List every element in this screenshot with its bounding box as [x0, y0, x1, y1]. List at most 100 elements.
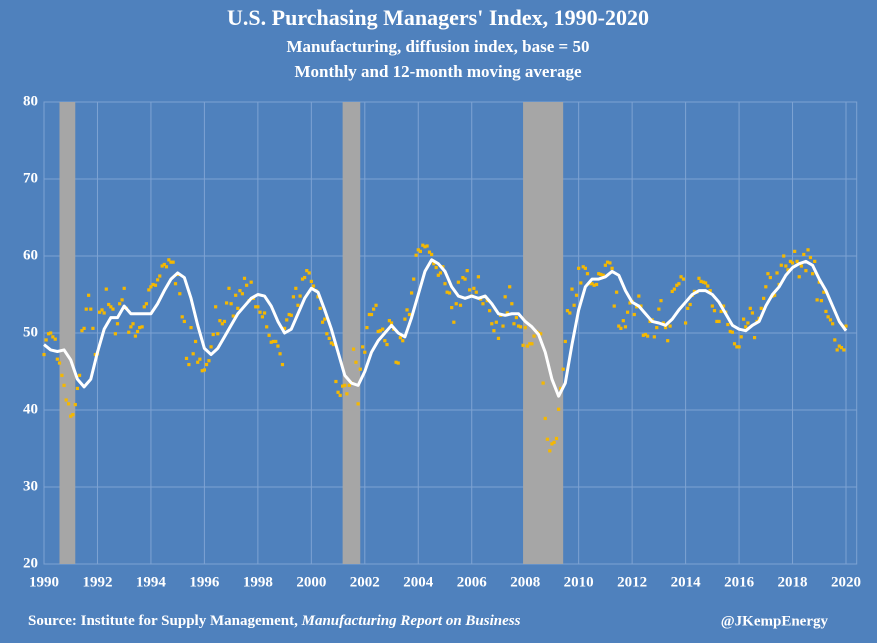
data-point	[256, 305, 260, 309]
data-point	[280, 362, 285, 367]
data-point	[316, 295, 320, 299]
x-tick-label: 2016	[724, 574, 755, 590]
data-point	[512, 322, 516, 326]
data-point	[341, 384, 345, 388]
data-point	[514, 316, 518, 320]
data-point	[425, 244, 429, 248]
data-point	[472, 286, 476, 290]
x-tick-label: 2006	[457, 574, 488, 590]
data-point	[153, 283, 158, 287]
data-point	[115, 322, 120, 326]
data-point	[271, 339, 275, 344]
data-point	[211, 332, 215, 337]
data-point	[768, 275, 772, 280]
data-point	[156, 278, 160, 282]
data-point	[144, 302, 148, 306]
data-point	[559, 386, 563, 391]
source-text: Source: Institute for Supply Management,	[28, 613, 298, 629]
data-point	[822, 290, 826, 294]
data-point	[327, 336, 331, 340]
data-point	[686, 306, 690, 310]
data-point	[557, 407, 561, 411]
data-point	[140, 325, 144, 329]
data-point	[107, 302, 111, 307]
data-point	[189, 326, 193, 330]
data-point	[180, 315, 184, 319]
data-point	[102, 311, 106, 315]
data-point	[458, 303, 463, 307]
data-point	[804, 269, 808, 273]
data-point	[207, 359, 211, 363]
data-point	[677, 282, 681, 286]
data-point	[737, 345, 741, 349]
data-point	[797, 275, 801, 279]
y-tick-label: 30	[23, 478, 38, 494]
data-point	[496, 336, 501, 340]
data-point	[628, 301, 632, 305]
data-point	[592, 283, 596, 287]
x-tick-label: 2014	[671, 574, 702, 590]
data-point	[494, 320, 498, 324]
data-point	[200, 369, 204, 373]
data-point	[323, 317, 327, 321]
data-point	[389, 321, 394, 325]
data-point	[231, 314, 235, 318]
data-point	[450, 305, 454, 310]
chart-subtitle: Monthly and 12-month moving average	[294, 62, 582, 81]
data-point	[191, 352, 195, 356]
data-point	[158, 274, 162, 278]
data-point	[405, 308, 409, 312]
chart-title: U.S. Purchasing Managers' Index, 1990-20…	[227, 5, 649, 30]
data-point	[548, 449, 552, 453]
data-point	[844, 324, 848, 328]
data-point	[73, 403, 77, 407]
data-point	[746, 321, 750, 325]
data-point	[51, 335, 55, 339]
data-point	[461, 275, 465, 280]
data-point	[730, 330, 734, 334]
data-point	[93, 352, 97, 357]
data-point	[44, 338, 48, 342]
data-point	[202, 368, 206, 372]
data-point	[418, 249, 423, 253]
data-point	[563, 339, 567, 344]
data-point	[129, 325, 133, 329]
data-point	[269, 340, 273, 344]
data-point	[519, 325, 523, 329]
data-point	[182, 319, 186, 324]
data-point	[135, 329, 140, 334]
data-point	[697, 276, 701, 280]
data-point	[138, 326, 142, 330]
moving-average-line	[43, 258, 848, 398]
data-point	[684, 321, 688, 325]
data-point	[236, 306, 240, 310]
x-tick-label: 1990	[29, 574, 59, 590]
data-point	[100, 308, 104, 312]
data-point	[817, 280, 821, 284]
data-point	[706, 284, 710, 288]
x-tick-label: 2004	[403, 574, 434, 590]
data-point	[839, 346, 844, 350]
data-point	[528, 342, 532, 346]
data-point	[71, 413, 75, 417]
data-point	[434, 265, 438, 270]
data-point	[782, 254, 786, 258]
data-point	[184, 356, 189, 361]
data-point	[432, 262, 436, 266]
data-point	[837, 344, 841, 348]
data-point	[49, 331, 53, 335]
data-point	[113, 332, 117, 336]
data-point	[365, 326, 369, 330]
data-point	[750, 311, 755, 315]
data-point	[842, 348, 846, 352]
data-point	[824, 309, 828, 314]
data-point	[262, 311, 267, 315]
data-point	[447, 291, 452, 295]
data-point	[717, 319, 721, 324]
data-point	[214, 305, 218, 309]
data-point	[808, 255, 813, 260]
data-point	[331, 342, 336, 347]
data-point	[641, 333, 645, 337]
data-point	[57, 361, 62, 365]
data-point	[167, 258, 171, 262]
